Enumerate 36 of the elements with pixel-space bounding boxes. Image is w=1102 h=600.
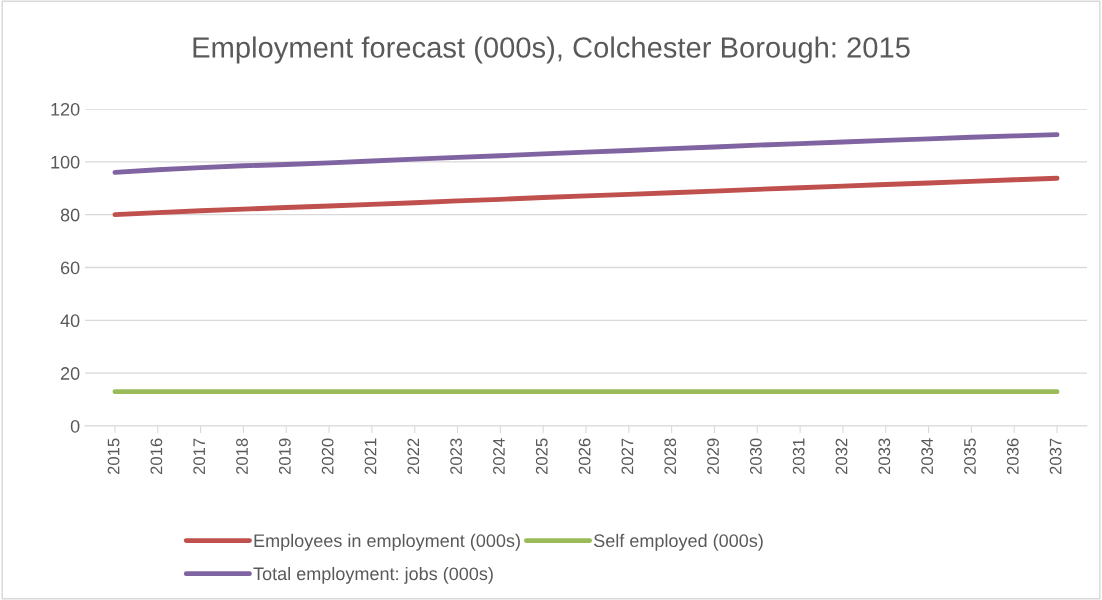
x-tick-label: 2020 [321,438,334,475]
x-tick-label: 2017 [193,438,206,475]
x-tick-label: 2018 [236,438,248,475]
x-tick-label: 2032 [835,438,848,475]
y-tick-label: 20 [60,367,80,380]
x-tick-label: 2034 [921,438,934,475]
x-tick-label: 2019 [278,438,291,475]
x-tick-label: 2016 [150,438,163,475]
y-tick-label: 80 [60,208,80,222]
y-tick-label: 120 [51,102,80,116]
x-tick-label: 2031 [792,438,805,475]
x-tick-label: 2035 [964,438,976,475]
y-tick-label: 60 [60,261,80,275]
x-tick-label: 2024 [493,438,505,475]
legend-label: Self employed (000s) [594,533,763,551]
x-tick-label: 2030 [749,438,762,475]
x-tick-label: 2036 [1006,438,1019,475]
x-tick-label: 2015 [107,438,120,475]
x-tick-label: 2025 [535,438,548,475]
x-tick-label: 2026 [578,438,591,475]
legend-label: Employees in employment (000s) [254,533,520,551]
y-tick-label: 100 [51,155,80,169]
x-tick-label: 2037 [1049,438,1062,475]
x-tick-label: 2027 [621,438,634,475]
line-series [112,132,1060,175]
x-tick-label: 2029 [707,438,719,475]
line-series [112,175,1060,218]
x-tick-label: 2028 [664,438,677,475]
x-tick-label: 2021 [364,438,377,475]
x-tick-label: 2033 [878,438,891,475]
x-tick-label: 2022 [407,438,420,475]
legend-label: Total employment: jobs (000s) [253,566,493,584]
y-tick-label: 40 [60,314,80,328]
x-tick-label: 2023 [450,438,463,475]
y-tick-label: 0 [70,419,80,433]
chart-title: Employment forecast (000s), Colchester Borough: 2015 [193,36,910,64]
